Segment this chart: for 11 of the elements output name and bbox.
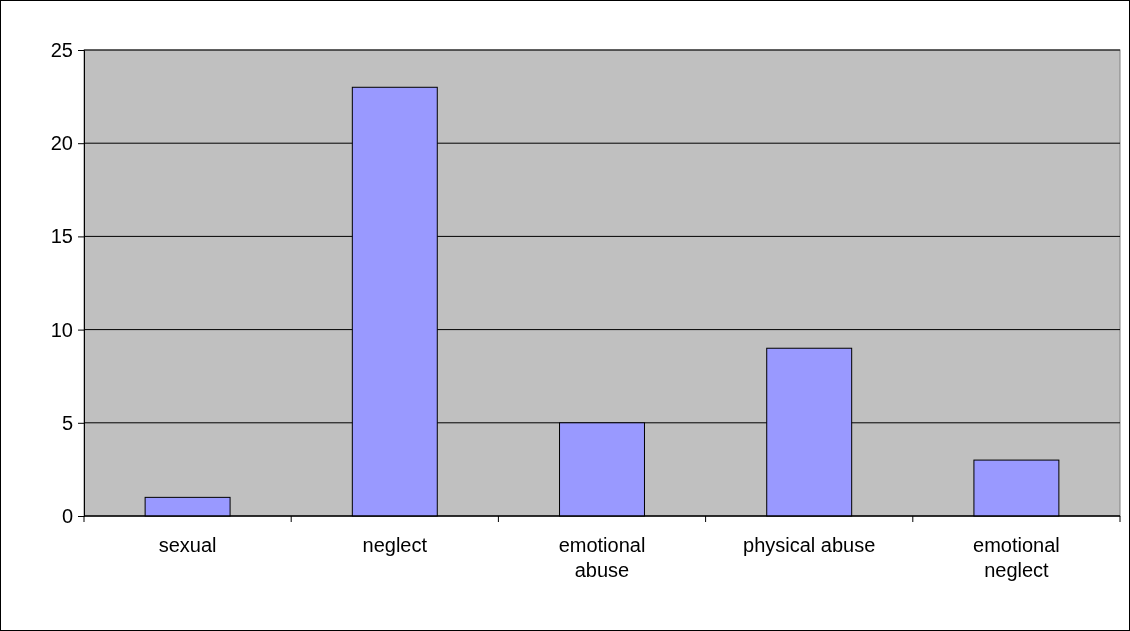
y-tick-label: 5: [61, 411, 73, 434]
x-tick-label: physical abuse: [743, 534, 876, 556]
y-tick-label: 0: [61, 504, 73, 527]
y-tick-label: 20: [50, 132, 73, 155]
x-tick-label: neglect: [362, 534, 428, 556]
y-tick-label: 10: [50, 318, 73, 341]
y-tick-label: 15: [50, 225, 73, 248]
x-tick-label: sexual: [158, 534, 217, 556]
y-tick-label: 25: [50, 38, 73, 61]
x-tick-label: emotional abuse: [558, 534, 646, 581]
x-tick-label: emotional neglect: [973, 534, 1060, 581]
